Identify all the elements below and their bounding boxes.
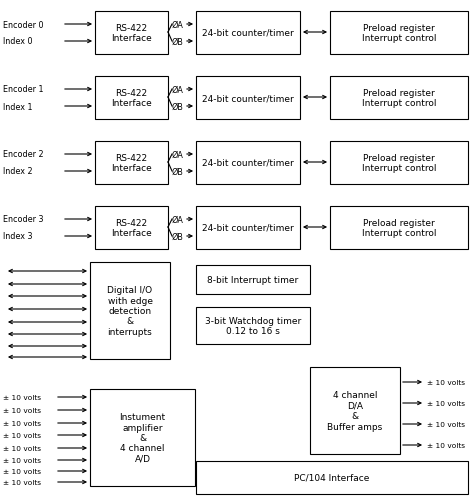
Text: RS-422
Interface: RS-422 Interface [111,153,152,173]
Text: Index 1: Index 1 [3,102,32,111]
Bar [196,266,310,295]
Bar [330,77,468,120]
Bar [196,77,300,120]
Text: Encoder 1: Encoder 1 [3,85,44,94]
Text: RS-422
Interface: RS-422 Interface [111,89,152,108]
Bar [310,367,400,454]
Text: Instument
amplifier
&
4 channel
A/D: Instument amplifier & 4 channel A/D [119,412,166,463]
Text: Encoder 0: Encoder 0 [3,21,44,30]
Text: 3-bit Watchdog timer
0.12 to 16 s: 3-bit Watchdog timer 0.12 to 16 s [205,316,301,336]
Text: RS-422
Interface: RS-422 Interface [111,24,152,43]
Text: ØA: ØA [172,215,184,224]
Text: ± 10 volts: ± 10 volts [3,407,41,413]
Text: 24-bit counter/timer: 24-bit counter/timer [202,94,294,103]
Text: ± 10 volts: ± 10 volts [3,420,41,426]
Bar [90,263,170,359]
Bar [196,206,300,249]
Bar [90,389,195,486]
Text: PC/104 Interface: PC/104 Interface [294,473,370,482]
Text: ± 10 volts: ± 10 volts [427,379,465,385]
Text: Encoder 3: Encoder 3 [3,215,44,224]
Text: Index 0: Index 0 [3,38,32,47]
Text: ± 10 volts: ± 10 volts [3,479,41,485]
Bar [330,12,468,55]
Text: Preload register
Interrupt control: Preload register Interrupt control [362,89,436,108]
Bar [95,206,168,249]
Bar [330,206,468,249]
Text: ØA: ØA [172,85,184,94]
Bar [196,461,468,494]
Text: Preload register
Interrupt control: Preload register Interrupt control [362,24,436,43]
Text: Index 2: Index 2 [3,167,33,176]
Text: 24-bit counter/timer: 24-bit counter/timer [202,29,294,38]
Text: ØB: ØB [172,167,184,176]
Bar [95,77,168,120]
Bar [196,308,310,344]
Text: ± 10 volts: ± 10 volts [3,468,41,474]
Text: Preload register
Interrupt control: Preload register Interrupt control [362,218,436,238]
Text: Encoder 2: Encoder 2 [3,150,44,159]
Text: ØB: ØB [172,102,184,111]
Bar [196,142,300,185]
Text: ± 10 volts: ± 10 volts [3,432,41,438]
Text: 24-bit counter/timer: 24-bit counter/timer [202,223,294,232]
Bar [330,142,468,185]
Text: ØA: ØA [172,150,184,159]
Text: ± 10 volts: ± 10 volts [3,457,41,463]
Bar [95,142,168,185]
Text: Digital I/O
with edge
detection
&
interrupts: Digital I/O with edge detection & interr… [107,286,152,336]
Text: ± 10 volts: ± 10 volts [3,445,41,451]
Text: ± 10 volts: ± 10 volts [427,442,465,448]
Text: ± 10 volts: ± 10 volts [427,400,465,406]
Text: ± 10 volts: ± 10 volts [427,421,465,427]
Text: Index 3: Index 3 [3,232,32,241]
Text: Preload register
Interrupt control: Preload register Interrupt control [362,153,436,173]
Text: ØA: ØA [172,21,184,30]
Bar [196,12,300,55]
Text: 24-bit counter/timer: 24-bit counter/timer [202,159,294,168]
Bar [95,12,168,55]
Text: 4 channel
D/A
&
Buffer amps: 4 channel D/A & Buffer amps [327,391,383,431]
Text: RS-422
Interface: RS-422 Interface [111,218,152,238]
Text: ØB: ØB [172,232,184,241]
Text: 8-bit Interrupt timer: 8-bit Interrupt timer [208,276,299,285]
Text: ± 10 volts: ± 10 volts [3,394,41,400]
Text: ØB: ØB [172,38,184,47]
